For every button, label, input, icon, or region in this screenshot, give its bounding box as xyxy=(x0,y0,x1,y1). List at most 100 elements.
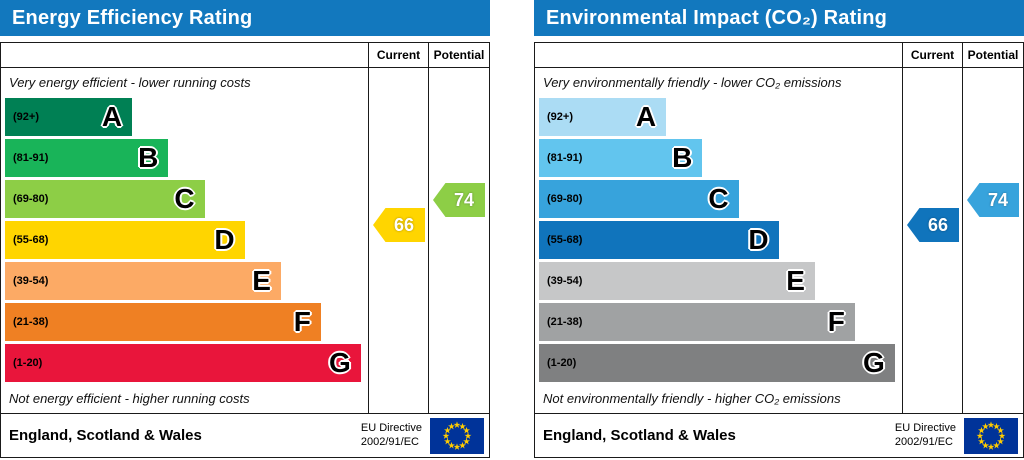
potential-column-header: Potential xyxy=(962,43,1023,67)
band-bar-e: (39-54) E xyxy=(539,261,815,300)
current-column-header: Current xyxy=(368,43,428,67)
current-column-header: Current xyxy=(902,43,962,67)
band-row-c: (69-80) C xyxy=(5,178,368,219)
band-letter: E xyxy=(786,264,805,296)
band-letter: B xyxy=(672,141,693,173)
band-bar-c: (69-80) C xyxy=(539,179,739,218)
current-rating-arrow: 66 xyxy=(907,208,959,242)
band-bar-b: (81-91) B xyxy=(539,138,703,177)
band-letter: G xyxy=(862,346,885,378)
band-row-e: (39-54) E xyxy=(539,260,902,301)
eu-directive-line2: 2002/91/EC xyxy=(360,435,419,448)
band-bar-g: (1-20) G xyxy=(5,343,361,382)
table-header-row: Current Potential xyxy=(535,43,1023,68)
band-row-d: (55-68) D xyxy=(5,219,368,260)
band-bar-e: (39-54) E xyxy=(5,261,281,300)
band-range-label: (55-68) xyxy=(547,233,583,246)
band-row-f: (21-38) F xyxy=(5,301,368,342)
band-bar-d: (55-68) D xyxy=(5,220,245,259)
potential-column: 74 xyxy=(428,68,489,413)
rating-table: Current Potential Very environmentally f… xyxy=(534,42,1024,458)
header-spacer xyxy=(1,43,368,67)
band-range-label: (39-54) xyxy=(13,274,49,287)
current-column: 66 xyxy=(902,68,962,413)
current-column: 66 xyxy=(368,68,428,413)
region-label: England, Scotland & Wales xyxy=(9,427,202,444)
band-letter: A xyxy=(635,100,657,132)
bands-container: (92+) A (81-91) B (69-80) C (55-68) D (39-54) E (2… xyxy=(1,96,368,383)
band-range-label: (21-38) xyxy=(13,315,49,328)
chart-title-bar: Environmental Impact (CO₂) Rating xyxy=(534,0,1024,36)
eu-directive-label: EU Directive 2002/91/EC xyxy=(361,422,422,450)
band-bar-c: (69-80) C xyxy=(5,179,205,218)
band-row-a: (92+) A xyxy=(539,96,902,137)
band-row-e: (39-54) E xyxy=(5,260,368,301)
band-letter: B xyxy=(138,141,159,173)
rating-scale-area: Very energy efficient - lower running co… xyxy=(1,68,368,413)
band-letter: D xyxy=(748,223,769,255)
band-bar-a: (92+) A xyxy=(5,97,133,136)
band-bar-d: (55-68) D xyxy=(539,220,779,259)
band-range-label: (21-38) xyxy=(547,315,583,328)
band-bar-a: (92+) A xyxy=(539,97,667,136)
potential-rating-arrow: 74 xyxy=(433,183,485,217)
band-range-label: (81-91) xyxy=(13,151,49,164)
band-range-label: (69-80) xyxy=(13,192,49,205)
band-bar-f: (21-38) F xyxy=(5,302,321,341)
table-body: Very environmentally friendly - lower CO… xyxy=(535,68,1023,413)
band-range-label: (1-20) xyxy=(13,356,43,369)
energy-efficiency-chart: Energy Efficiency Rating Current Potenti… xyxy=(0,0,490,460)
band-range-label: (39-54) xyxy=(547,274,583,287)
band-bar-b: (81-91) B xyxy=(5,138,169,177)
region-label: England, Scotland & Wales xyxy=(543,427,736,444)
table-body: Very energy efficient - lower running co… xyxy=(1,68,489,413)
band-letter: G xyxy=(328,346,351,378)
eu-flag-icon xyxy=(964,417,1018,454)
bands-container: (92+) A (81-91) B (69-80) C (55-68) D (39-54) E (2… xyxy=(535,96,902,383)
band-range-label: (92+) xyxy=(13,110,39,123)
rating-scale-area: Very environmentally friendly - lower CO… xyxy=(535,68,902,413)
band-letter: A xyxy=(101,100,123,132)
band-range-label: (69-80) xyxy=(547,192,583,205)
band-letter: D xyxy=(214,223,235,255)
band-letter: F xyxy=(293,305,311,337)
band-range-label: (81-91) xyxy=(547,151,583,164)
potential-column-header: Potential xyxy=(428,43,489,67)
eu-directive-label: EU Directive 2002/91/EC xyxy=(895,422,956,450)
top-note: Very energy efficient - lower running co… xyxy=(9,74,251,90)
band-row-b: (81-91) B xyxy=(539,137,902,178)
rating-table: Current Potential Very energy efficient … xyxy=(0,42,490,458)
header-spacer xyxy=(535,43,902,67)
band-row-g: (1-20) G xyxy=(539,342,902,383)
band-range-label: (1-20) xyxy=(547,356,577,369)
eu-flag-icon xyxy=(430,417,484,454)
band-letter: E xyxy=(252,264,271,296)
band-letter: C xyxy=(708,182,729,214)
bottom-note: Not environmentally friendly - higher CO… xyxy=(543,390,841,406)
chart-title-bar: Energy Efficiency Rating xyxy=(0,0,490,36)
current-rating-arrow: 66 xyxy=(373,208,425,242)
potential-rating-arrow: 74 xyxy=(967,183,1019,217)
band-bar-f: (21-38) F xyxy=(539,302,855,341)
band-row-a: (92+) A xyxy=(5,96,368,137)
bottom-note: Not energy efficient - higher running co… xyxy=(9,390,250,406)
eu-directive-line1: EU Directive xyxy=(360,421,422,434)
table-footer: England, Scotland & Wales EU Directive 2… xyxy=(535,413,1023,457)
band-letter: C xyxy=(174,182,195,214)
band-row-g: (1-20) G xyxy=(5,342,368,383)
band-row-d: (55-68) D xyxy=(539,219,902,260)
band-range-label: (55-68) xyxy=(13,233,49,246)
band-bar-g: (1-20) G xyxy=(539,343,895,382)
top-note: Very environmentally friendly - lower CO… xyxy=(543,74,842,90)
band-range-label: (92+) xyxy=(547,110,573,123)
table-footer: England, Scotland & Wales EU Directive 2… xyxy=(1,413,489,457)
band-row-c: (69-80) C xyxy=(539,178,902,219)
band-row-f: (21-38) F xyxy=(539,301,902,342)
potential-column: 74 xyxy=(962,68,1023,413)
table-header-row: Current Potential xyxy=(1,43,489,68)
environmental-impact-chart: Environmental Impact (CO₂) Rating Curren… xyxy=(534,0,1024,460)
band-row-b: (81-91) B xyxy=(5,137,368,178)
band-letter: F xyxy=(827,305,845,337)
eu-directive-line1: EU Directive xyxy=(894,421,956,434)
